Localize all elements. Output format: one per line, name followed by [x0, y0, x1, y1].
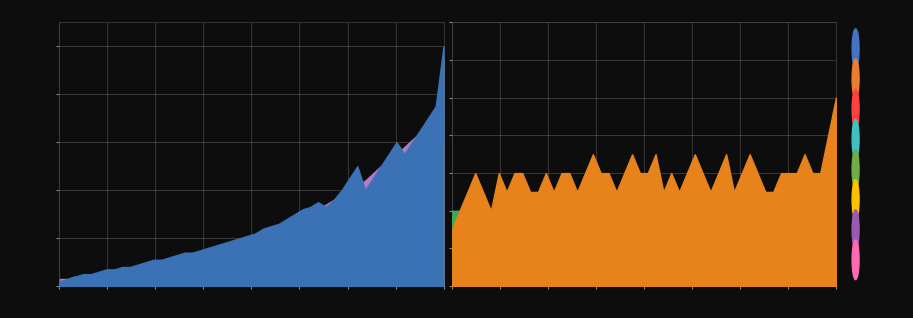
Circle shape [852, 59, 859, 99]
Circle shape [852, 240, 859, 280]
Circle shape [852, 149, 859, 189]
Circle shape [852, 119, 859, 159]
Circle shape [852, 210, 859, 249]
Circle shape [852, 89, 859, 129]
Circle shape [852, 29, 859, 68]
Circle shape [852, 180, 859, 219]
